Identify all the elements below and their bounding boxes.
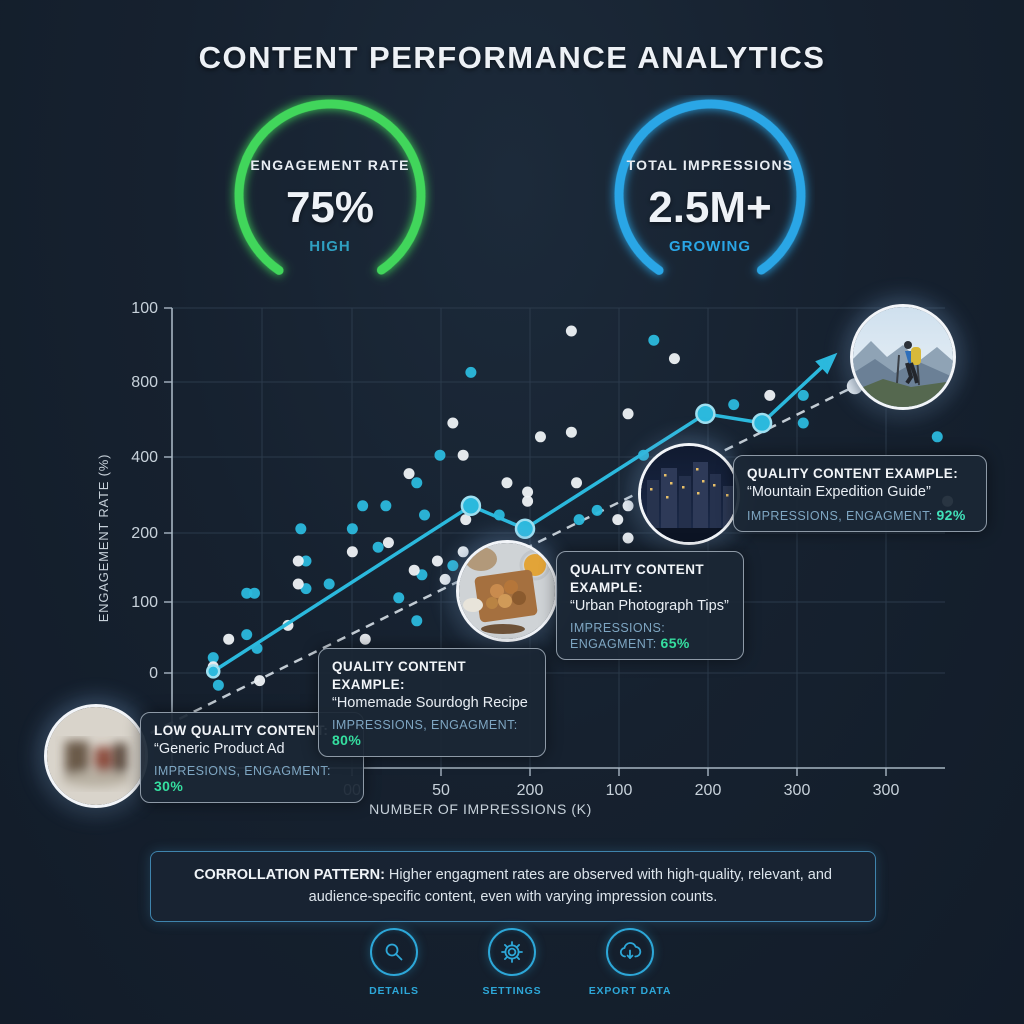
hiker-figure (896, 341, 921, 386)
svg-text:ENGAGEMENT RATE (%): ENGAGEMENT RATE (%) (96, 454, 111, 623)
cloud-download-icon[interactable] (606, 928, 654, 976)
action-label: EXPORT DATA (588, 985, 672, 997)
callout-subtitle: “Mountain Expedition Guide” (747, 484, 931, 501)
callout-metrics: IMPRESSIONS, ENGAGMENT: 80% (332, 718, 518, 748)
details-button[interactable]: DETAILS (350, 928, 438, 997)
correlation-text: Higher engagment rates are observed with… (308, 867, 832, 906)
callout-subtitle: “Urban Photograph Tips” (570, 598, 729, 615)
svg-text:100: 100 (606, 782, 633, 799)
food-photo (456, 540, 558, 642)
svg-text:100: 100 (131, 594, 158, 611)
callout-mountain-guide: QUALITY CONTENT EXAMPLE: “Mountain Exped… (733, 455, 987, 532)
callout-title: QUALITY CONTENT EXAMPLE: (570, 562, 704, 596)
gauge-arc (234, 99, 426, 291)
callout-subtitle: “Generic Product Ad (154, 741, 285, 758)
callout-metrics: IMPRESSIONS, ENGAGMENT: 92% (747, 506, 966, 523)
settings-button[interactable]: SETTINGS (468, 928, 556, 997)
callout-sourdough: QUALITY CONTENT EXAMPLE: “Homemade Sourd… (318, 648, 546, 757)
export-data-button[interactable]: EXPORT DATA (586, 928, 674, 997)
callout-metrics: IMPRESSIONS: ENGAGMENT: 65% (570, 621, 690, 651)
svg-text:200: 200 (131, 525, 158, 542)
gauge-status: GROWING (669, 238, 751, 255)
svg-text:800: 800 (131, 374, 158, 391)
action-label: DETAILS (369, 985, 419, 997)
correlation-label: CORROLLATION PATTERN: (194, 867, 385, 883)
svg-text:100: 100 (131, 300, 158, 317)
gauge-status: HIGH (309, 238, 351, 255)
callout-title: QUALITY CONTENT EXAMPLE: (332, 659, 466, 693)
callout-urban-photography: QUALITY CONTENT EXAMPLE: “Urban Photogra… (556, 551, 744, 660)
svg-text:NUMBER OF IMPRESSIONS (K): NUMBER OF IMPRESSIONS (K) (369, 801, 592, 817)
svg-text:50: 50 (432, 782, 450, 799)
gauge-label: ENGAGEMENT RATE (250, 157, 410, 173)
svg-text:200: 200 (695, 782, 722, 799)
svg-text:400: 400 (131, 449, 158, 466)
page-title: CONTENT PERFORMANCE ANALYTICS (198, 40, 826, 75)
metric-value: 65% (660, 635, 690, 651)
metric-value: 92% (936, 506, 966, 523)
total-impressions-gauge: TOTAL IMPRESSIONS 2.5M+ GROWING (605, 95, 815, 300)
gauge-value: 2.5M+ (648, 183, 772, 232)
svg-text:200: 200 (517, 782, 544, 799)
svg-text:300: 300 (873, 782, 900, 799)
mountain-hiker-photo (850, 304, 956, 410)
correlation-pattern-note: CORROLLATION PATTERN: Higher engagment r… (150, 851, 876, 922)
callout-title: LOW QUALITY CONTENT: (154, 723, 329, 738)
metric-value: 80% (332, 732, 362, 748)
action-label: SETTINGS (482, 985, 542, 997)
callout-title: QUALITY CONTENT EXAMPLE: (747, 466, 959, 481)
gear-icon[interactable] (488, 928, 536, 976)
gauge-value: 75% (285, 183, 375, 232)
gauge-label: TOTAL IMPRESSIONS (626, 157, 794, 173)
callout-metrics: IMPRESIONS, ENGAGMENT: 30% (154, 763, 331, 794)
gauge-arc (614, 99, 806, 291)
callout-subtitle: “Homemade Sourdogh Recipe (332, 695, 528, 712)
search-icon[interactable] (370, 928, 418, 976)
blurred-product-photo (44, 704, 148, 808)
city-skyline-photo (638, 443, 740, 545)
metric-value: 30% (154, 777, 184, 794)
footer-actions: DETAILS SETTINGS EXPORT DATA (0, 928, 1024, 997)
engagement-rate-gauge: ENGAGEMENT RATE 75% HIGH (225, 95, 435, 300)
svg-text:300: 300 (784, 782, 811, 799)
svg-text:0: 0 (149, 665, 158, 682)
